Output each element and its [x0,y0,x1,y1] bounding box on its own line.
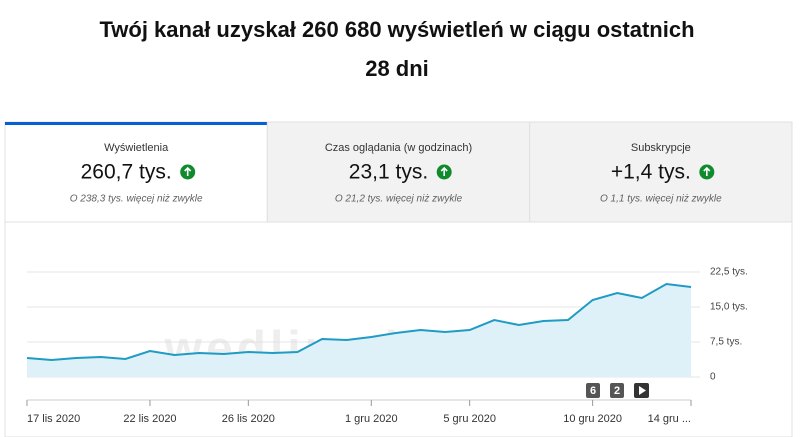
tabs: Wyświetlenia 260,7 tys. O 238,3 tys. więce… [4,121,793,223]
tab-note: O 21,2 tys. więcej niż zwykle [335,194,463,205]
x-tick-label: 26 lis 2020 [222,413,275,425]
chart: 07,5 tys.15,0 tys.22,5 tys.wedlinydomowe… [26,267,748,425]
tab-value: 23,1 tys. [349,161,428,184]
controls: 6 2 [586,383,649,398]
tab-label: Subskrypcje [631,142,691,154]
button-label: 6 [590,385,596,397]
y-tick-label: 0 [710,372,716,383]
tab-label: Czas oglądania (w godzinach) [325,142,472,154]
x-tick-label: 22 lis 2020 [123,413,176,425]
y-tick-label: 22,5 tys. [710,267,748,278]
x-tick-label: 5 gru 2020 [443,413,496,425]
tab-note: O 1,1 tys. więcej niż zwykle [600,194,722,205]
button-label: 2 [614,385,620,397]
y-tick-label: 7,5 tys. [710,337,742,348]
tab[interactable] [266,121,531,223]
up-arrow [703,166,711,176]
tab-value: +1,4 tys. [611,161,691,184]
button[interactable] [586,383,600,398]
title-line: 28 dni [365,56,429,81]
tab-label: Wyświetlenia [104,142,169,154]
play-icon [639,386,646,395]
up-arrow [440,166,448,176]
tab-note: O 238,3 tys. więcej niż zwykle [70,194,203,205]
tab[interactable] [4,121,268,223]
tab-indicator [5,122,268,125]
up-arrow [184,166,192,176]
x-tick-label: 14 gru ... [648,413,691,425]
button[interactable] [610,383,624,398]
line [26,282,692,362]
x-tick-label: 10 gru 2020 [563,413,622,425]
x-tick-label: 17 lis 2020 [27,413,80,425]
x-tick-label: 1 gru 2020 [345,413,398,425]
title-line: Twój kanał uzyskał 260 680 wyświetleń w … [99,17,694,42]
tab-value: 260,7 tys. [81,161,172,184]
tab[interactable] [529,121,793,223]
y-tick-label: 15,0 tys. [710,302,748,313]
